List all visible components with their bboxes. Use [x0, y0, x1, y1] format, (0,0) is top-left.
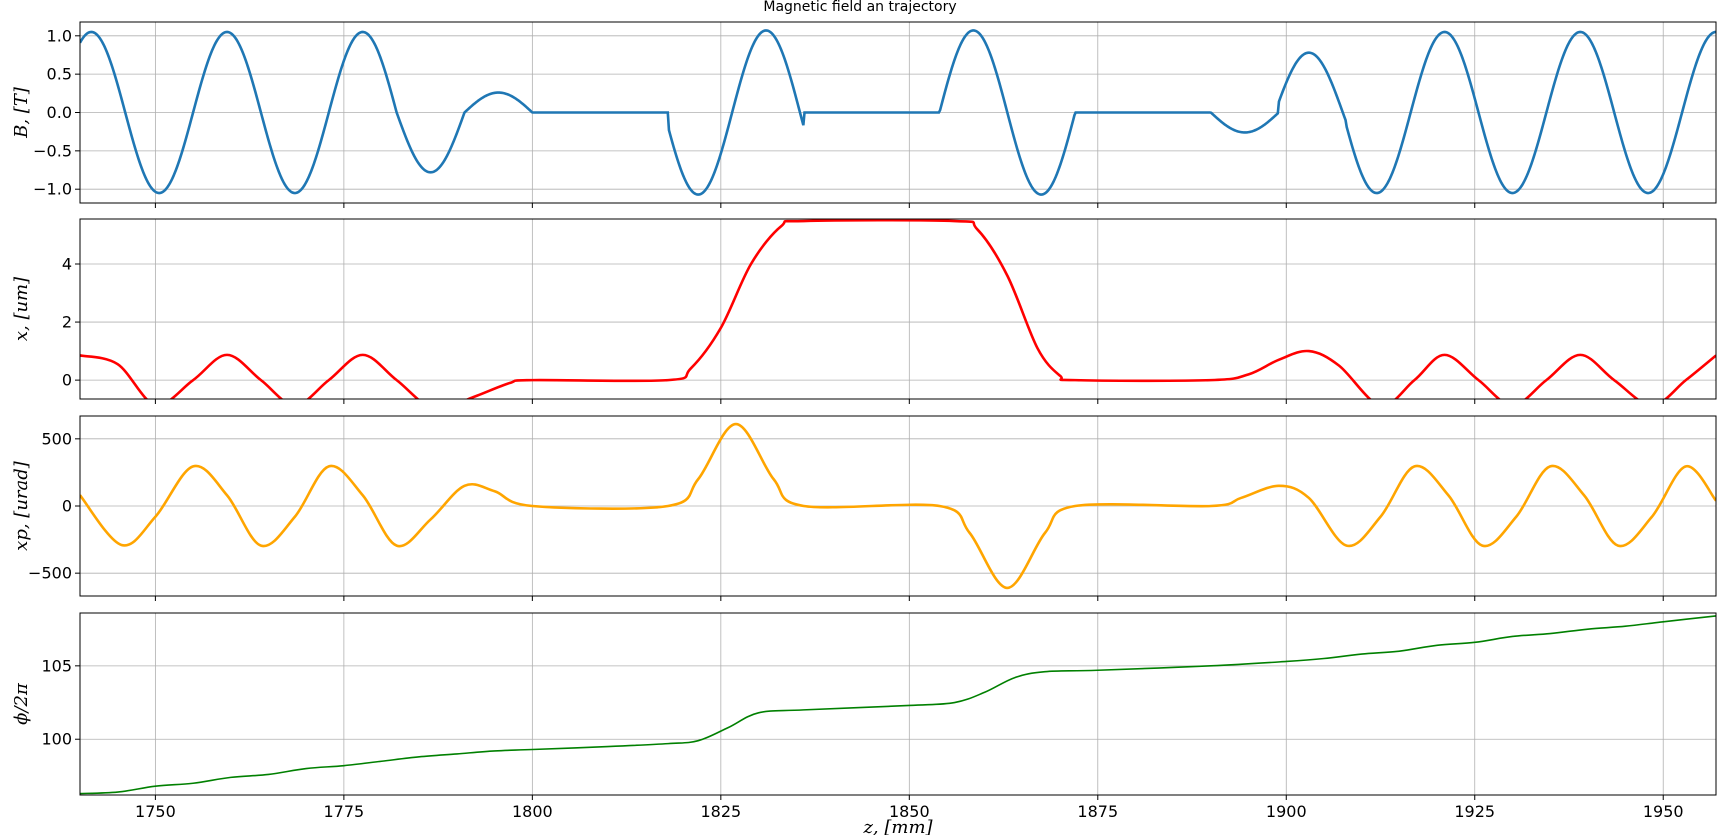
- y-tick-label: 0.0: [47, 103, 72, 122]
- y-axis-label: x, [um]: [11, 276, 32, 341]
- x-tick-label: 1750: [135, 802, 176, 821]
- x-tick-label: 1900: [1266, 802, 1307, 821]
- panel-2: 0 2 4 x, [um]: [11, 218, 1717, 404]
- x-tick-label: 1850: [889, 802, 930, 821]
- panel-1: −1.0 −0.5 0.0 0.5 1.0 B, [T]: [11, 21, 1717, 208]
- x-tick-label: 1800: [512, 802, 553, 821]
- axes-frame: [79, 218, 1717, 400]
- y-axis-label: B, [T]: [11, 86, 32, 139]
- y-tick-label: 1.0: [47, 26, 72, 45]
- panel-4: 1750 1775 1800 1825 1850 1875 1900 1925 1950 100 1…: [11, 612, 1717, 835]
- series-line: [80, 219, 1716, 399]
- y-tick-label: −500: [28, 564, 72, 583]
- y-tick-label: 4: [62, 255, 72, 274]
- axes-frame: [79, 21, 1717, 204]
- y-axis-label: ϕ/2π: [11, 682, 32, 725]
- axes-frame: [79, 415, 1717, 597]
- y-tick-label: 100: [41, 730, 72, 749]
- panel-3: −500 0 500 xp, [urad]: [11, 415, 1717, 601]
- y-tick-label: 105: [41, 656, 72, 675]
- series-line: [80, 422, 1716, 590]
- series-line: [80, 615, 1716, 795]
- axes-frame: [79, 612, 1717, 796]
- y-tick-label: 0: [62, 371, 72, 390]
- y-tick-label: 0.5: [47, 65, 72, 84]
- x-tick-label: 1925: [1454, 802, 1495, 821]
- figure-title: Magnetic field an trajectory: [763, 0, 956, 15]
- series-line: [80, 29, 1716, 196]
- y-tick-label: −0.5: [33, 141, 72, 160]
- y-tick-label: 2: [62, 313, 72, 332]
- x-tick-label: 1775: [324, 802, 365, 821]
- panels: −1.0 −0.5 0.0 0.5 1.0 B, [T] 0 2 4 x, [um] −500 0 50…: [11, 21, 1717, 835]
- y-tick-label: −1.0: [33, 180, 72, 199]
- y-tick-label: 500: [41, 429, 72, 448]
- x-tick-label: 1825: [700, 802, 741, 821]
- x-axis-label: z, [mm]: [862, 817, 933, 835]
- y-tick-label: 0: [62, 497, 72, 516]
- y-axis-label: xp, [urad]: [11, 460, 32, 551]
- x-tick-label: 1950: [1643, 802, 1684, 821]
- x-tick-label: 1875: [1077, 802, 1118, 821]
